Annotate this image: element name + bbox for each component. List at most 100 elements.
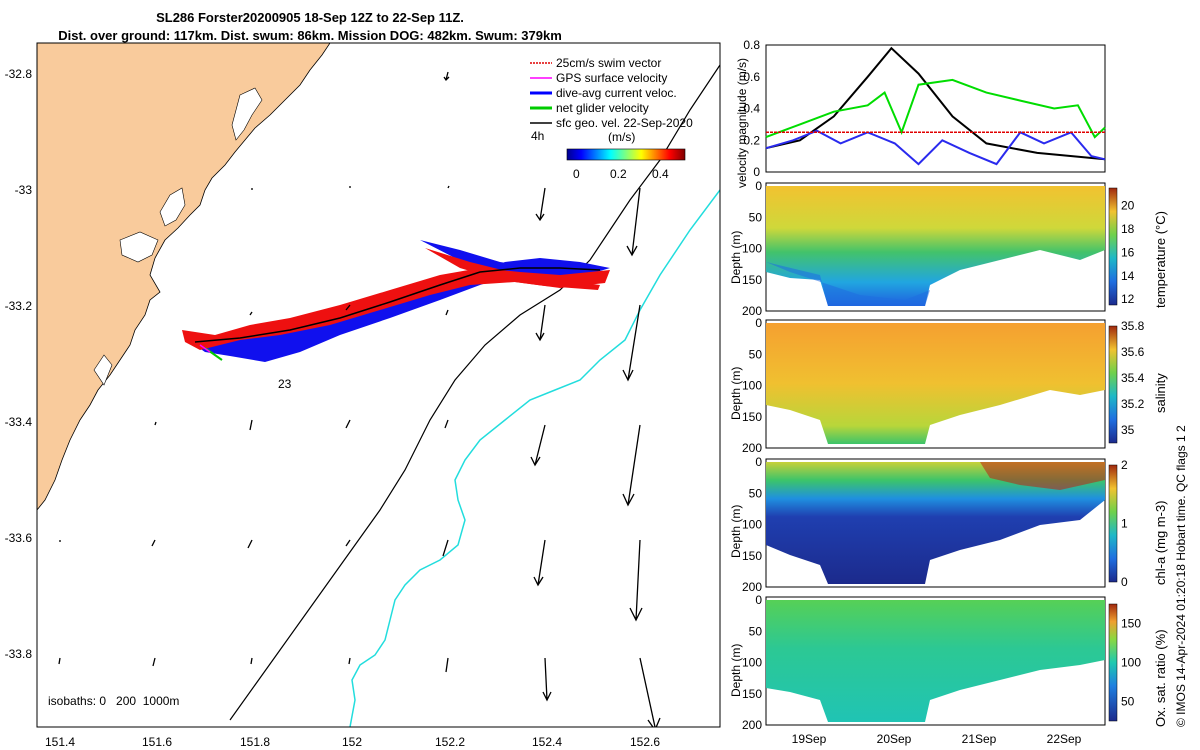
velocity-ytick: 0.2 (743, 133, 760, 147)
colorbar-tick: 35.2 (1121, 397, 1145, 411)
colorbar-tick: 16 (1121, 245, 1135, 259)
colorbar-tick: 35.4 (1121, 371, 1145, 385)
time-xtick: 21Sep (962, 732, 997, 746)
colorbar-tick-1: 0.2 (610, 167, 627, 181)
depth-tick: 100 (742, 379, 762, 393)
colorbar-tick: 35.8 (1121, 319, 1145, 333)
map-ytick: -32.8 (5, 67, 33, 81)
legend-swim-vector: 25cm/s swim vector (556, 56, 661, 70)
depth-tick: 200 (742, 441, 762, 455)
velocity-ytick: 0.8 (743, 38, 760, 52)
map-xtick: 151.4 (45, 735, 75, 749)
velocity-series (765, 46, 1106, 166)
map-frame (36, 42, 721, 728)
map-xtick: 152.6 (630, 735, 660, 749)
depth-tick: 150 (742, 273, 762, 287)
velocity-panel: 0 0.2 0.4 0.6 0.8 (743, 38, 1106, 179)
map-y-ticks: -32.8 -33 -33.2 -33.4 -33.6 -33.8 (5, 67, 33, 661)
lake-2 (159, 187, 186, 227)
chart-subtitle: Dist. over ground: 117km. Dist. swum: 86… (58, 28, 562, 43)
colorbar-tick-2: 0.4 (652, 167, 669, 181)
legend-sfc-geo-velocity: sfc geo. vel. 22-Sep-2020 (556, 116, 693, 130)
depth-tick: 0 (755, 455, 762, 469)
depth-tick: 50 (749, 347, 763, 361)
oxygen-panel (765, 596, 1118, 726)
depth-tick: 200 (742, 718, 762, 732)
map-ytick: -33.2 (5, 299, 33, 313)
depth-tick: 50 (749, 210, 763, 224)
swim-vector-band-2 (425, 248, 600, 290)
time-x-ticks: 19Sep 20Sep 21Sep 22Sep (792, 732, 1082, 746)
colorbar-tick: 150 (1121, 617, 1141, 631)
colorbar-tick-0: 0 (573, 167, 580, 181)
temperature-clabel: temperature (°C) (1153, 211, 1168, 308)
gps-surface-velocity (199, 344, 211, 353)
depth-tick: 200 (742, 580, 762, 594)
isobath-200m (229, 64, 720, 721)
velocity-series-2 (765, 129, 1106, 166)
map-xtick: 151.8 (240, 735, 270, 749)
depth-tick: 0 (755, 179, 762, 193)
map-x-ticks: 151.4 151.6 151.8 152 152.2 152.4 152.6 (45, 735, 660, 749)
time-xtick: 22Sep (1047, 732, 1082, 746)
depth-tick: 50 (749, 486, 763, 500)
velocity-ytick: 0 (753, 165, 760, 179)
colorbar-tick: 50 (1121, 695, 1135, 709)
chl-a-colorbar (1108, 464, 1118, 583)
speed-colorbar (566, 148, 686, 161)
salinity-ylabel: Depth (m) (729, 366, 743, 420)
chl-a-panel (765, 458, 1118, 588)
current-velocity-band-2 (420, 240, 600, 280)
map-xtick: 151.6 (142, 735, 172, 749)
legend-net-glider-velocity: net glider velocity (556, 101, 649, 115)
velocity-ytick: 0.6 (743, 70, 760, 84)
oxygen-ylabel: Depth (m) (729, 643, 743, 697)
colorbar-tick: 1 (1121, 517, 1128, 531)
legend-gps-velocity: GPS surface velocity (556, 71, 667, 85)
legend-4h: 4h (531, 129, 544, 143)
temperature-panel (765, 182, 1118, 312)
colorbar-tick: 2 (1121, 458, 1128, 472)
velocity-y-ticks: 0 0.2 0.4 0.6 0.8 (743, 38, 760, 179)
colorbar-tick: 18 (1121, 222, 1135, 236)
velocity-series-1 (765, 78, 1106, 139)
chl-a-ylabel: Depth (m) (729, 504, 743, 558)
chl-a-clabel: chl-a (mg m-3) (1153, 500, 1168, 585)
legend-dive-avg-current: dive-avg current veloc. (556, 86, 677, 100)
map-xtick: 152.2 (435, 735, 465, 749)
depth-tick: 100 (742, 656, 762, 670)
lake-4 (93, 354, 113, 386)
map-legend: 25cm/s swim vector GPS surface velocity … (530, 56, 693, 181)
current-velocity-band (195, 258, 610, 362)
salinity-clabel: salinity (1153, 373, 1168, 413)
chart-title: SL286 Forster20200905 18-Sep 12Z to 22-S… (156, 10, 464, 25)
map-ytick: -33.6 (5, 531, 33, 545)
colorbar-tick: 100 (1121, 656, 1141, 670)
colorbar-tick: 12 (1121, 292, 1135, 306)
velocity-series-0 (765, 46, 1106, 161)
sfc-vel-arrows (58, 71, 661, 727)
map-xtick: 152.4 (532, 735, 562, 749)
depth-tick: 50 (749, 624, 763, 638)
oxygen-colorbar (1108, 603, 1118, 722)
time-xtick: 19Sep (792, 732, 827, 746)
lake-3 (119, 231, 159, 263)
footer-credit: © IMOS 14-Apr-2024 01:20:18 Hobart time.… (1174, 425, 1188, 727)
colorbar-tick: 0 (1121, 575, 1128, 589)
lake-1 (231, 87, 263, 141)
depth-tick: 0 (755, 593, 762, 607)
depth-ticks: 0501001502000501001502000501001502000501… (742, 179, 762, 732)
depth-tick: 100 (742, 242, 762, 256)
depth-tick: 150 (742, 687, 762, 701)
salinity-panel (765, 319, 1118, 449)
map-ytick: -33.4 (5, 415, 33, 429)
map-ytick: -33 (15, 183, 33, 197)
isobaths-legend: isobaths: 0 200 1000m (48, 694, 179, 708)
depth-tick: 150 (742, 549, 762, 563)
salinity-colorbar (1108, 325, 1118, 444)
track-label: 23 (278, 377, 292, 391)
glider-track (194, 267, 601, 343)
depth-tick: 0 (755, 316, 762, 330)
